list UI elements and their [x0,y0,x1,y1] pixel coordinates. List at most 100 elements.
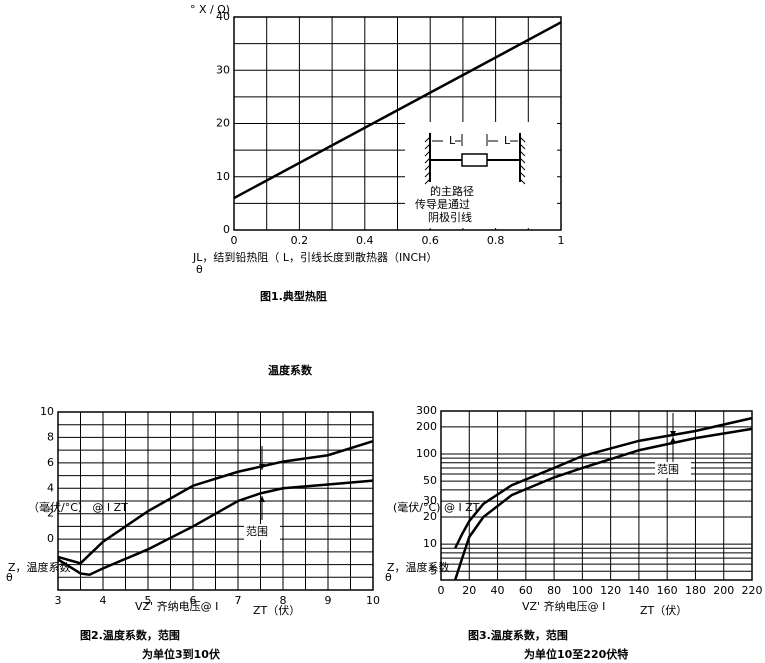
hatch [519,136,526,143]
hatch [424,171,431,178]
x-tick-label: 80 [547,584,561,597]
y-label: ° X / Ω) [190,3,230,16]
x-tick-label: 220 [742,584,763,597]
y-tick-label: 10 [40,405,54,418]
x-tick-label: 0.6 [421,234,439,247]
section-title: 温度系数 [268,363,313,377]
y-tick-label: 20 [423,510,437,523]
arrow-head [670,431,676,437]
curve [454,416,753,549]
curve [453,427,753,581]
x-label-symbol: θ [196,263,203,276]
x-tick-label: 0.4 [356,234,374,247]
hatch [424,157,431,164]
annotation: 传导是通过 [415,198,470,211]
y-tick-label: 10 [423,537,437,550]
x-tick-label: 60 [519,584,533,597]
y-label-2: Z，温度系数 [387,560,450,574]
annotation: 范围 [657,462,679,476]
diode-body [461,153,488,167]
hatch [424,143,431,150]
x-tick-label: 0 [231,234,238,247]
y-tick-label: 300 [416,404,437,417]
y-tick-label: 30 [423,494,437,507]
curve [57,440,374,565]
x-label: VZ' 齐纳电压@ I [522,599,605,613]
x-tick-label: 120 [600,584,621,597]
y-tick-label: 0 [47,532,54,545]
plot-frame [233,16,562,231]
annotation: 的主路径 [430,184,474,198]
x-tick-label: 8 [280,594,287,607]
y-tick-label: 2 [47,507,54,520]
x-tick-label: 160 [657,584,678,597]
annotation: 阴极引线 [428,210,472,224]
curve [57,479,374,577]
y-tick-label: 5 [430,564,437,577]
x-label-2: ZT（伏） [253,603,300,617]
x-tick-label: 140 [628,584,649,597]
label-background [655,462,691,478]
y-label-symbol: θ [6,571,13,584]
y-tick-label: 50 [423,474,437,487]
x-tick-label: 20 [462,584,476,597]
y-tick-label: 0 [223,223,230,236]
plot-frame [440,410,753,581]
x-tick-label: 4 [100,594,107,607]
curve [233,21,562,200]
x-tick-label: 0.8 [487,234,505,247]
y-tick-label: 4 [47,481,54,494]
y-label: (毫伏/°C) @ I ZT [393,500,480,514]
y-label-symbol: θ [385,571,392,584]
hatch [424,164,431,171]
x-tick-label: 6 [190,594,197,607]
y-tick-label: 40 [216,10,230,23]
x-tick-label: 0 [438,584,445,597]
x-tick-label: 100 [572,584,593,597]
x-tick-label: 0.2 [291,234,309,247]
x-label: VZ' 齐纳电压@ I [135,599,218,613]
arrow-head [259,496,265,502]
caption: 图2.温度系数，范围 [80,628,180,642]
x-tick-label: 180 [685,584,706,597]
hatch [519,157,526,164]
hatch [519,164,526,171]
hatch [424,178,431,185]
caption: 图1.典型热阻 [260,289,327,303]
y-tick-label: 8 [47,430,54,443]
hatch [519,150,526,157]
hatch [519,178,526,185]
x-tick-label: 5 [145,594,152,607]
x-label: JL，结到铅热阻（ L，引线长度到散热器（INCH） [192,250,437,264]
y-label: （毫伏/°C） @ I ZT [28,500,128,514]
annotation: L [449,134,456,147]
x-tick-label: 9 [325,594,332,607]
label-background [244,524,280,540]
x-tick-label: 1 [558,234,565,247]
hatch [519,143,526,150]
x-tick-label: 200 [713,584,734,597]
y-tick-label: 100 [416,447,437,460]
hatch [519,171,526,178]
x-tick-label: 7 [235,594,242,607]
hatch [424,150,431,157]
y-tick-label: 6 [47,456,54,469]
plot-frame [57,411,374,591]
y-tick-label: 20 [216,117,230,130]
annotation: L [504,134,511,147]
y-tick-label: 200 [416,420,437,433]
arrow-head [670,437,676,443]
caption: 图3.温度系数，范围 [468,628,568,642]
arrow-head [259,464,265,470]
x-tick-label: 40 [491,584,505,597]
caption-2: 为单位3到10伏 [142,647,220,661]
hatch [424,136,431,143]
y-tick-label: 10 [216,170,230,183]
annotation: 范围 [246,524,268,538]
y-label-2: Z，温度系数 [8,560,71,574]
x-tick-label: 3 [55,594,62,607]
x-tick-label: 10 [366,594,380,607]
x-label-2: ZT（伏） [640,603,687,617]
